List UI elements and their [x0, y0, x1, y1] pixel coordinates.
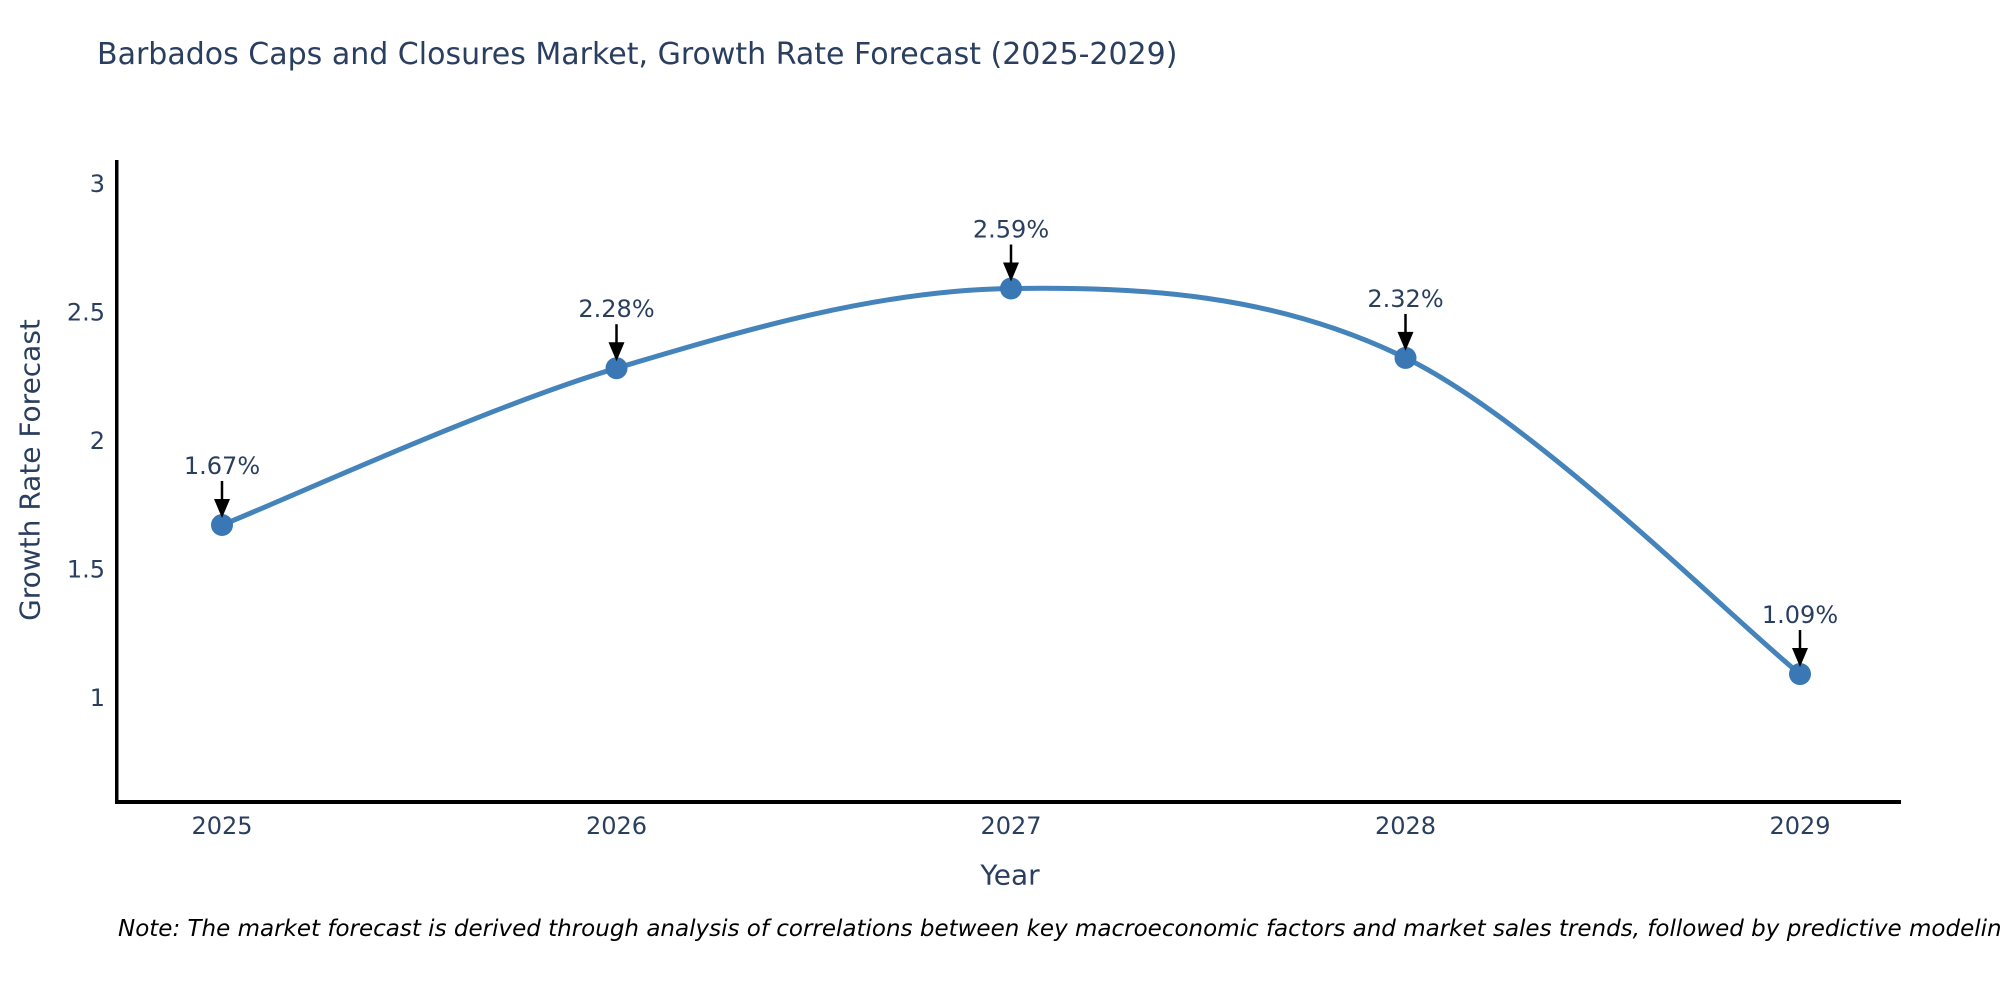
x-axis-title: Year	[980, 858, 1040, 892]
annotation-arrowhead	[1003, 262, 1019, 282]
x-tick-label: 2028	[1375, 812, 1436, 840]
data-point-marker	[211, 513, 233, 536]
x-tick-label: 2029	[1769, 812, 1830, 840]
data-point-label: 2.28%	[578, 295, 654, 323]
data-point-label: 1.09%	[1762, 601, 1838, 629]
annotation-arrowhead	[1792, 648, 1808, 668]
data-point-marker	[1789, 663, 1811, 686]
x-tick-label: 2026	[586, 812, 647, 840]
y-tick-label: 3	[90, 170, 105, 198]
y-tick-label: 2	[90, 427, 105, 455]
x-axis-line	[115, 800, 1901, 804]
x-tick-label: 2025	[191, 812, 252, 840]
data-point-marker	[605, 357, 628, 380]
y-tick-label: 2.5	[67, 299, 105, 327]
y-axis-line	[115, 160, 119, 804]
x-tick-label: 2027	[980, 812, 1041, 840]
data-point-marker	[1000, 277, 1022, 300]
annotation-arrowhead	[1397, 331, 1414, 351]
data-point-marker	[1394, 346, 1417, 369]
data-point-label: 2.32%	[1367, 285, 1443, 313]
data-point-label: 2.59%	[973, 216, 1049, 244]
y-tick-label: 1.5	[67, 556, 105, 584]
annotation-arrowhead	[214, 498, 230, 518]
chart-title: Barbados Caps and Closures Market, Growt…	[97, 37, 1178, 72]
footnote: Note: The market forecast is derived thr…	[118, 916, 2000, 942]
annotation-arrowhead	[608, 342, 625, 362]
y-tick-label: 1	[90, 684, 105, 712]
data-point-label: 1.67%	[184, 452, 260, 480]
forecast-line	[219, 285, 1803, 677]
